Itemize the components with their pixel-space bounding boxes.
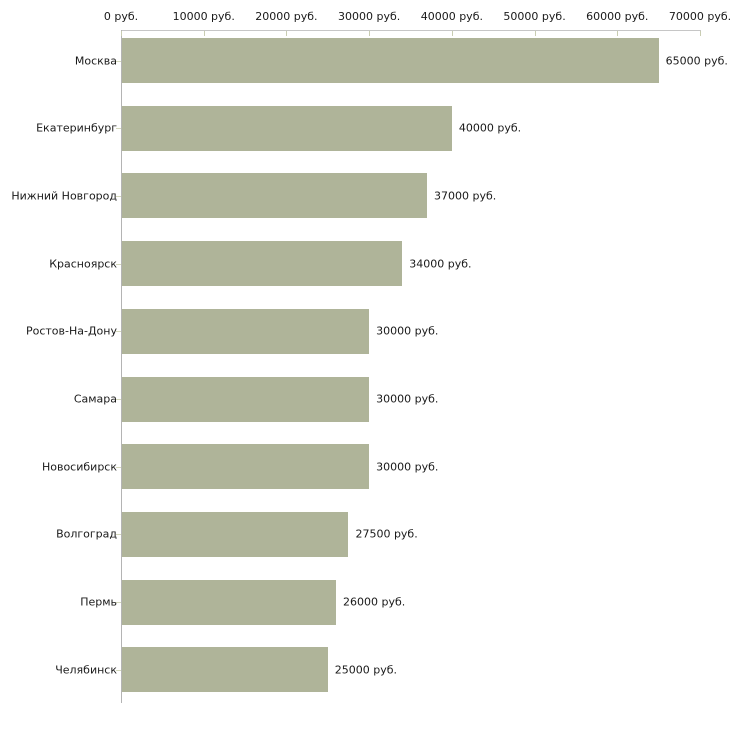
x-axis-tick xyxy=(451,31,453,36)
bar-value-label: 25000 руб. xyxy=(334,663,398,677)
x-axis-tick xyxy=(534,31,536,36)
category-label: Красноярск xyxy=(49,257,117,271)
bar-value-label: 30000 руб. xyxy=(376,324,439,338)
x-axis-tick xyxy=(286,31,288,36)
bar xyxy=(122,444,370,490)
category-tick xyxy=(116,331,121,333)
bar xyxy=(122,308,370,354)
bar-value-label: 34000 руб. xyxy=(409,257,472,271)
bar xyxy=(122,511,349,557)
category-tick xyxy=(116,263,121,265)
category-label: Самара xyxy=(73,392,117,406)
x-axis-tick-label: 60000 руб. xyxy=(586,10,649,23)
category-label: Новосибирск xyxy=(41,460,117,474)
category-tick xyxy=(116,534,121,536)
bar-value-label: 27500 руб. xyxy=(355,527,418,541)
bar-value-label: 26000 руб. xyxy=(343,595,406,609)
category-tick xyxy=(116,399,121,400)
bar-value-label: 65000 руб. xyxy=(665,54,728,67)
category-tick xyxy=(116,466,121,468)
bar-value-label: 30000 руб. xyxy=(376,392,439,406)
bar xyxy=(122,38,659,83)
category-label: Екатеринбург xyxy=(36,121,117,135)
category-tick xyxy=(116,60,121,62)
category-label: Волгоград xyxy=(56,527,117,541)
category-tick xyxy=(116,669,121,671)
bar-value-label: 40000 руб. xyxy=(458,121,522,135)
category-label: Ростов-На-Дону xyxy=(25,324,117,338)
x-axis-tick-label: 50000 руб. xyxy=(503,10,566,23)
x-axis-tick-label: 30000 руб. xyxy=(338,10,401,23)
x-axis-tick-label: 0 руб. xyxy=(103,10,139,23)
x-axis-tick xyxy=(203,31,205,36)
category-tick xyxy=(116,128,121,130)
category-tick xyxy=(116,602,121,604)
category-label: Москва xyxy=(74,54,117,67)
x-axis-tick xyxy=(369,31,371,36)
x-axis-line xyxy=(121,30,701,31)
x-axis-tick-label: 70000 руб. xyxy=(668,10,730,23)
bar xyxy=(122,647,328,693)
category-label: Пермь xyxy=(80,595,117,609)
x-axis-tick-label: 20000 руб. xyxy=(255,10,318,23)
x-axis-tick xyxy=(121,31,122,36)
y-axis-line xyxy=(121,30,122,703)
x-axis-tick-label: 10000 руб. xyxy=(172,10,235,23)
category-tick xyxy=(116,195,121,197)
bar xyxy=(122,376,370,422)
category-label: Челябинск xyxy=(55,663,117,677)
bar-value-label: 30000 руб. xyxy=(376,460,439,474)
x-axis-tick xyxy=(617,31,619,36)
bar-value-label: 37000 руб. xyxy=(434,189,497,203)
x-axis-tick-label: 40000 руб. xyxy=(420,10,483,23)
bar xyxy=(122,173,428,219)
bar xyxy=(122,105,452,151)
category-label: Нижний Новгород xyxy=(11,189,117,203)
x-axis-tick xyxy=(700,31,701,36)
bar xyxy=(122,241,403,287)
bar xyxy=(122,579,337,625)
